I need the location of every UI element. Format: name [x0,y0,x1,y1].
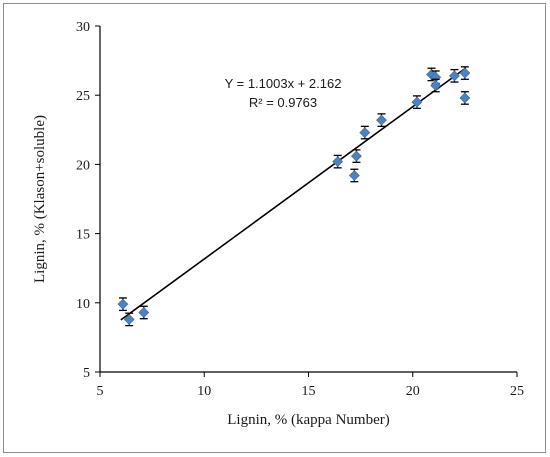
data-point [351,149,362,163]
diamond-marker [117,298,129,310]
y-tick-label: 25 [76,89,90,104]
diamond-marker [123,313,135,325]
data-point [411,95,423,109]
y-tick-label: 5 [83,366,90,381]
x-tick-label: 5 [97,384,104,399]
diamond-marker [348,170,360,181]
diamond-marker [351,150,362,162]
diamond-marker [430,80,442,91]
x-axis-title: Lignin, % (kappa Number) [227,412,389,428]
diamond-marker [459,92,471,104]
data-point [117,297,129,312]
y-tick-label: 15 [76,228,90,243]
diamond-marker [376,114,387,126]
data-points [117,66,471,327]
scatter-chart: 5 10 15 20 25 5 10 15 20 25 30 Y = 1.1003x + 2.16… [32,20,524,428]
diamond-marker [449,70,460,82]
x-tick-label: 20 [406,384,420,399]
y-axis-title: Lignin, % (Klason+soluble) [32,115,48,283]
data-point [449,68,460,83]
data-point [376,113,387,127]
diamond-marker [138,307,150,318]
data-point [332,154,344,169]
diamond-marker [332,156,344,168]
y-axis-ticks: 5 10 15 20 25 30 [76,20,100,381]
x-tick-label: 25 [510,384,524,399]
y-tick-label: 20 [76,158,90,173]
trendline-r-squared: R² = 0.9763 [249,95,317,110]
chart-frame: 5 10 15 20 25 5 10 15 20 25 30 Y = 1.1003x + 2.16… [3,3,546,453]
data-point [348,168,360,183]
data-point [430,78,442,93]
data-point [459,66,471,80]
trendline [120,67,467,321]
data-point [123,312,135,327]
data-point [359,125,371,140]
y-tick-label: 10 [76,297,90,312]
data-point [138,305,150,320]
diamond-marker [459,67,471,79]
diamond-marker [411,96,423,108]
diamond-marker [359,127,371,138]
trendline-equation: Y = 1.1003x + 2.162 [225,76,342,91]
data-point [459,91,471,105]
x-tick-label: 15 [302,384,316,399]
x-tick-label: 10 [197,384,211,399]
y-tick-label: 30 [76,20,90,35]
x-axis-ticks: 5 10 15 20 25 [97,372,524,399]
